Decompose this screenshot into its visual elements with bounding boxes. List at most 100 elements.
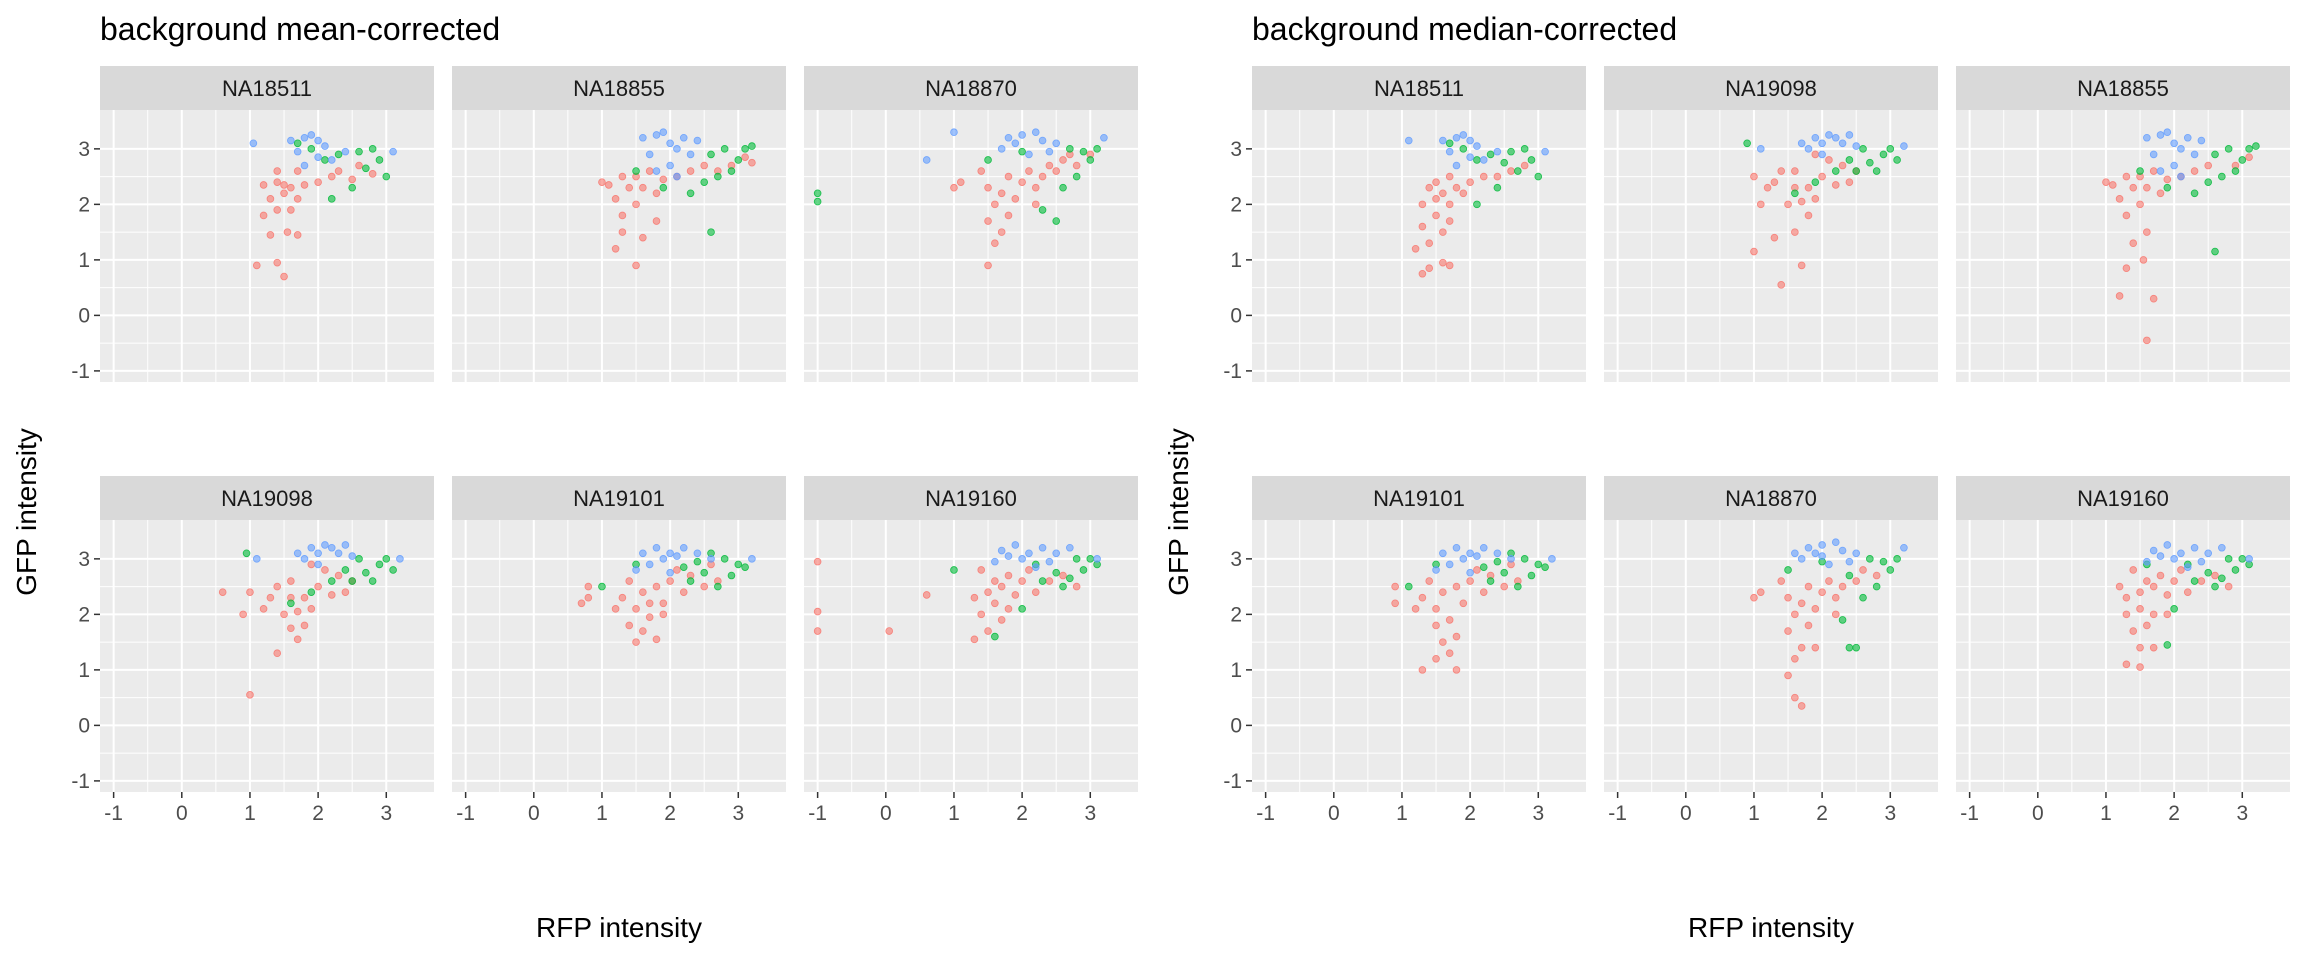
data-point (1052, 568, 1061, 577)
data-point (1866, 555, 1874, 563)
facet-label: NA19160 (925, 486, 1017, 511)
data-point (1872, 167, 1881, 175)
data-point (1893, 555, 1901, 563)
facet-label: NA19101 (573, 486, 665, 511)
data-point (2183, 588, 2192, 596)
data-point (1750, 247, 1758, 256)
data-point (673, 172, 681, 181)
data-point (700, 178, 709, 186)
data-point (1439, 189, 1447, 198)
data-point (362, 164, 370, 173)
data-point (1439, 258, 1447, 267)
panel-background (804, 520, 1138, 792)
facet-strip (452, 66, 786, 110)
data-point (984, 183, 992, 192)
data-point (2211, 247, 2219, 256)
data-point (2122, 593, 2131, 602)
data-point (1411, 605, 1420, 613)
data-point (1011, 139, 1020, 148)
data-point (1893, 156, 1901, 164)
data-point (2108, 181, 2117, 189)
data-point (273, 178, 282, 186)
data-point (625, 621, 634, 630)
data-point (997, 546, 1006, 555)
data-point (1845, 571, 1854, 580)
facet-label: NA19160 (2077, 486, 2169, 511)
data-point (1052, 549, 1061, 558)
data-point (666, 139, 674, 148)
data-point (1059, 571, 1067, 580)
data-point (1791, 189, 1799, 198)
data-point (666, 549, 674, 558)
data-point (679, 133, 688, 142)
data-point (1838, 616, 1847, 624)
data-point (679, 563, 688, 571)
data-point (1445, 139, 1454, 148)
panel-background (804, 110, 1138, 382)
data-point (1466, 568, 1474, 577)
data-point (321, 566, 329, 574)
data-point (1838, 161, 1847, 170)
data-point (1825, 156, 1833, 164)
data-point (1486, 150, 1495, 159)
data-point (1445, 217, 1454, 225)
data-point (1425, 264, 1434, 273)
data-point (659, 175, 668, 184)
data-point (368, 145, 377, 153)
data-point (1838, 139, 1847, 148)
data-point (2149, 546, 2158, 555)
data-point (1031, 128, 1040, 137)
data-point (293, 139, 302, 148)
x-tick-label: 0 (1328, 802, 1340, 825)
data-point (1473, 566, 1481, 574)
data-point (1527, 156, 1536, 164)
data-point (300, 593, 309, 602)
data-point (977, 610, 986, 619)
x-tick-label: 1 (1396, 802, 1408, 825)
data-point (922, 591, 931, 599)
data-point (2218, 172, 2226, 181)
data-point (1031, 563, 1040, 571)
data-point (1784, 593, 1792, 602)
data-point (1031, 200, 1040, 209)
data-point (1452, 666, 1461, 674)
data-point (1852, 142, 1861, 150)
facet-strip (452, 476, 786, 520)
data-point (252, 555, 261, 563)
data-point (1052, 139, 1061, 148)
y-tick-label: 2 (1230, 603, 1242, 626)
data-point (2163, 610, 2172, 619)
data-point (693, 557, 702, 566)
data-point (1418, 222, 1427, 231)
data-point (1804, 145, 1813, 153)
data-point (1018, 577, 1026, 585)
data-point (300, 161, 309, 170)
data-point (1797, 702, 1806, 710)
data-point (2149, 294, 2158, 303)
data-point (639, 133, 647, 142)
data-point (734, 560, 743, 569)
y-tick-label: 0 (78, 304, 90, 327)
data-point (997, 582, 1006, 591)
x-axis-title: RFP intensity (536, 912, 702, 943)
data-point (813, 607, 822, 616)
data-point (2156, 552, 2165, 560)
data-point (652, 167, 661, 175)
data-point (2218, 574, 2226, 583)
data-point (300, 555, 309, 563)
data-point (686, 150, 695, 159)
facet-panel: NA18855 (452, 66, 786, 382)
data-point (618, 172, 627, 181)
data-point (645, 560, 654, 569)
data-point (1507, 167, 1515, 175)
data-point (1852, 167, 1861, 175)
data-point (741, 563, 749, 571)
data-point (1777, 281, 1786, 289)
data-point (1452, 183, 1461, 192)
data-point (266, 231, 275, 239)
data-point (984, 588, 992, 596)
data-point (632, 167, 640, 175)
data-point (1025, 167, 1033, 175)
data-point (1811, 133, 1820, 142)
data-point (1018, 605, 1026, 613)
